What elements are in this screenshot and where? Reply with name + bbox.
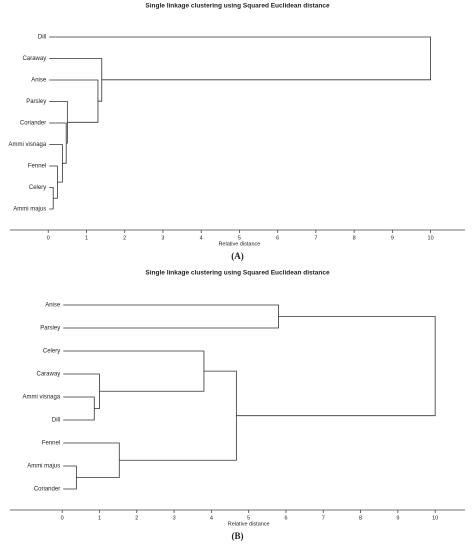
leaf-label: Parsley	[40, 326, 60, 332]
x-tick-label: 10	[428, 235, 434, 241]
x-tick-label: 5	[247, 515, 250, 521]
caption: (A)	[231, 251, 244, 261]
leaf-label: Dill	[38, 35, 46, 41]
x-tick-label: 9	[396, 515, 399, 521]
dendrogram-link	[63, 350, 205, 392]
x-axis-label: Relative distance	[218, 241, 260, 247]
leaf-label: Ammi visnaga	[23, 395, 61, 401]
dendrogram-link	[63, 442, 120, 478]
dendrogram-link	[49, 122, 67, 164]
x-tick-label: 7	[314, 235, 317, 241]
x-tick-label: 9	[391, 235, 394, 241]
x-tick-label: 8	[359, 515, 362, 521]
x-tick-label: 0	[47, 235, 50, 241]
leaf-label: Ammi majus	[27, 464, 60, 470]
chart-title: Single linkage clustering using Squared …	[145, 3, 330, 10]
x-tick-label: 2	[123, 235, 126, 241]
x-tick-label: 0	[61, 515, 64, 521]
x-tick-label: 1	[98, 515, 101, 521]
x-tick-label: 6	[276, 235, 279, 241]
x-tick-label: 2	[135, 515, 138, 521]
leaf-label: Celery	[29, 185, 46, 191]
x-tick-label: 8	[353, 235, 356, 241]
leaf-label: Anise	[31, 78, 47, 84]
chart-title: Single linkage clustering using Squared …	[145, 270, 330, 277]
x-axis-label: Relative distance	[228, 521, 270, 527]
leaf-label: Coriander	[34, 487, 60, 493]
dendrogram-link	[119, 370, 237, 461]
leaf-label: Ammi majus	[13, 207, 46, 213]
leaf-label: Anise	[45, 303, 61, 309]
leaf-label: Dill	[52, 418, 60, 424]
dendrogram-link	[49, 36, 431, 81]
dendrogram-link	[49, 144, 63, 183]
x-tick-label: 5	[238, 235, 241, 241]
dendrogram-link	[49, 101, 68, 144]
leaf-label: Caraway	[37, 372, 61, 378]
leaf-label: Ammi visnaga	[9, 142, 47, 148]
dendrogram-link	[63, 304, 279, 329]
x-tick-label: 10	[432, 515, 438, 521]
leaf-label: Fennel	[28, 164, 46, 170]
leaf-label: Fennel	[42, 441, 60, 447]
caption: (B)	[232, 531, 244, 541]
x-tick-label: 7	[322, 515, 325, 521]
x-tick-label: 3	[161, 235, 164, 241]
leaf-label: Celery	[43, 349, 60, 355]
dendrogram-link	[49, 187, 54, 210]
x-tick-label: 6	[284, 515, 287, 521]
x-tick-label: 3	[173, 515, 176, 521]
leaf-label: Caraway	[23, 56, 47, 62]
x-tick-label: 4	[210, 515, 213, 521]
leaf-label: Parsley	[26, 99, 46, 105]
x-tick-label: 1	[85, 235, 88, 241]
dendrogram-link	[63, 465, 77, 490]
dendrogram-link	[236, 316, 436, 417]
dendrogram-link	[63, 396, 95, 421]
x-tick-label: 4	[200, 235, 203, 241]
leaf-label: Coriander	[20, 121, 46, 127]
